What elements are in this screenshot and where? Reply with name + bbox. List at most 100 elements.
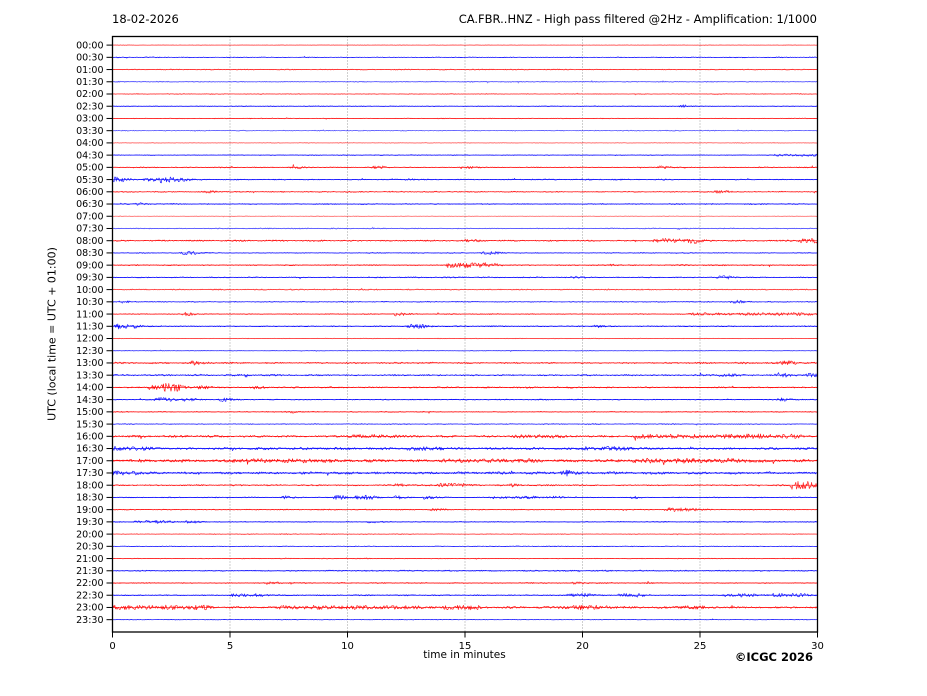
y-tick-label-21:30: 21:30 <box>76 566 103 577</box>
copyright-credit: ©ICGC 2026 <box>734 650 813 664</box>
y-tick-label-20:00: 20:00 <box>76 529 103 540</box>
trace-21:00 <box>112 557 818 560</box>
y-tick-label-07:30: 07:30 <box>76 224 103 235</box>
trace-19:30 <box>112 519 818 524</box>
trace-18:30 <box>112 494 818 500</box>
trace-08:00 <box>112 238 818 244</box>
trace-20:00 <box>112 533 818 536</box>
y-tick-label-04:00: 04:00 <box>76 138 103 149</box>
x-tick-label-5: 5 <box>227 641 233 652</box>
y-tick-label-06:00: 06:00 <box>76 187 103 198</box>
y-tick-label-05:30: 05:30 <box>76 175 103 186</box>
trace-21:30 <box>112 569 818 573</box>
trace-13:30 <box>112 372 818 378</box>
trace-00:00 <box>112 44 818 46</box>
trace-05:30 <box>112 176 818 184</box>
trace-03:30 <box>112 129 818 132</box>
trace-22:00 <box>112 580 818 585</box>
trace-22:30 <box>112 592 818 598</box>
trace-05:00 <box>112 164 818 170</box>
y-tick-label-12:30: 12:30 <box>76 346 103 357</box>
y-tick-label-16:30: 16:30 <box>76 444 103 455</box>
trace-09:30 <box>112 275 818 280</box>
y-tick-label-00:30: 00:30 <box>76 53 103 64</box>
y-tick-label-14:00: 14:00 <box>76 383 103 394</box>
trace-02:00 <box>112 92 818 96</box>
trace-06:00 <box>112 190 818 194</box>
y-tick-label-22:00: 22:00 <box>76 578 103 589</box>
y-tick-label-01:30: 01:30 <box>76 77 103 88</box>
trace-14:00 <box>112 382 818 392</box>
x-tick-label-0: 0 <box>109 641 115 652</box>
trace-00:30 <box>112 55 818 59</box>
plot-title: CA.FBR..HNZ - High pass filtered @2Hz - … <box>458 12 817 26</box>
y-tick-label-17:00: 17:00 <box>76 456 103 467</box>
trace-03:00 <box>112 117 818 120</box>
y-tick-label-11:00: 11:00 <box>76 309 103 320</box>
trace-19:00 <box>112 507 818 512</box>
x-axis-label: time in minutes <box>423 649 506 661</box>
trace-06:30 <box>112 202 818 206</box>
trace-07:30 <box>112 226 818 231</box>
trace-04:00 <box>112 141 818 144</box>
y-tick-label-13:00: 13:00 <box>76 358 103 369</box>
y-tick-label-18:30: 18:30 <box>76 493 103 504</box>
trace-15:30 <box>112 423 818 426</box>
trace-18:00 <box>112 480 818 490</box>
trace-10:00 <box>112 287 818 291</box>
y-tick-label-21:00: 21:00 <box>76 554 103 565</box>
y-tick-label-08:00: 08:00 <box>76 236 103 247</box>
trace-02:30 <box>112 104 818 108</box>
y-tick-label-16:00: 16:00 <box>76 432 103 443</box>
y-tick-label-10:00: 10:00 <box>76 285 103 296</box>
trace-15:00 <box>112 410 818 414</box>
y-tick-label-17:30: 17:30 <box>76 468 103 479</box>
trace-09:00 <box>112 262 818 269</box>
y-tick-label-19:30: 19:30 <box>76 517 103 528</box>
trace-20:30 <box>112 545 818 548</box>
x-tick-label-15: 15 <box>459 641 472 652</box>
x-tick-label-25: 25 <box>694 641 707 652</box>
trace-17:00 <box>112 457 818 466</box>
trace-16:30 <box>112 446 818 451</box>
y-tick-label-07:00: 07:00 <box>76 211 103 222</box>
trace-01:00 <box>112 68 818 71</box>
y-tick-label-10:30: 10:30 <box>76 297 103 308</box>
trace-07:00 <box>112 215 818 218</box>
trace-12:30 <box>112 349 818 352</box>
trace-14:30 <box>112 397 818 402</box>
trace-10:30 <box>112 299 818 304</box>
traces <box>112 44 818 621</box>
y-tick-label-00:00: 00:00 <box>76 40 103 51</box>
x-axis-ticks: 0 5 10 15 20 25 30 <box>109 632 824 652</box>
y-tick-label-01:00: 01:00 <box>76 65 103 76</box>
trace-23:30 <box>112 618 818 621</box>
trace-01:30 <box>112 80 818 84</box>
y-tick-label-22:30: 22:30 <box>76 590 103 601</box>
x-tick-label-20: 20 <box>576 641 589 652</box>
y-tick-label-18:00: 18:00 <box>76 480 103 491</box>
y-tick-label-19:00: 19:00 <box>76 505 103 516</box>
y-tick-label-03:30: 03:30 <box>76 126 103 137</box>
y-tick-label-06:30: 06:30 <box>76 199 103 210</box>
trace-04:30 <box>112 153 818 157</box>
trace-17:30 <box>112 469 818 477</box>
y-tick-label-02:30: 02:30 <box>76 101 103 112</box>
y-tick-label-14:30: 14:30 <box>76 395 103 406</box>
trace-23:00 <box>112 604 818 611</box>
y-tick-label-03:00: 03:00 <box>76 114 103 125</box>
y-tick-label-23:30: 23:30 <box>76 615 103 626</box>
y-tick-label-15:30: 15:30 <box>76 419 103 430</box>
y-tick-label-15:00: 15:00 <box>76 407 103 418</box>
y-tick-label-08:30: 08:30 <box>76 248 103 259</box>
gridlines <box>229 36 701 632</box>
trace-11:30 <box>112 323 818 330</box>
trace-08:30 <box>112 250 818 256</box>
trace-16:00 <box>112 433 818 441</box>
y-tick-label-13:30: 13:30 <box>76 370 103 381</box>
y-tick-label-09:30: 09:30 <box>76 273 103 284</box>
y-tick-label-05:00: 05:00 <box>76 163 103 174</box>
